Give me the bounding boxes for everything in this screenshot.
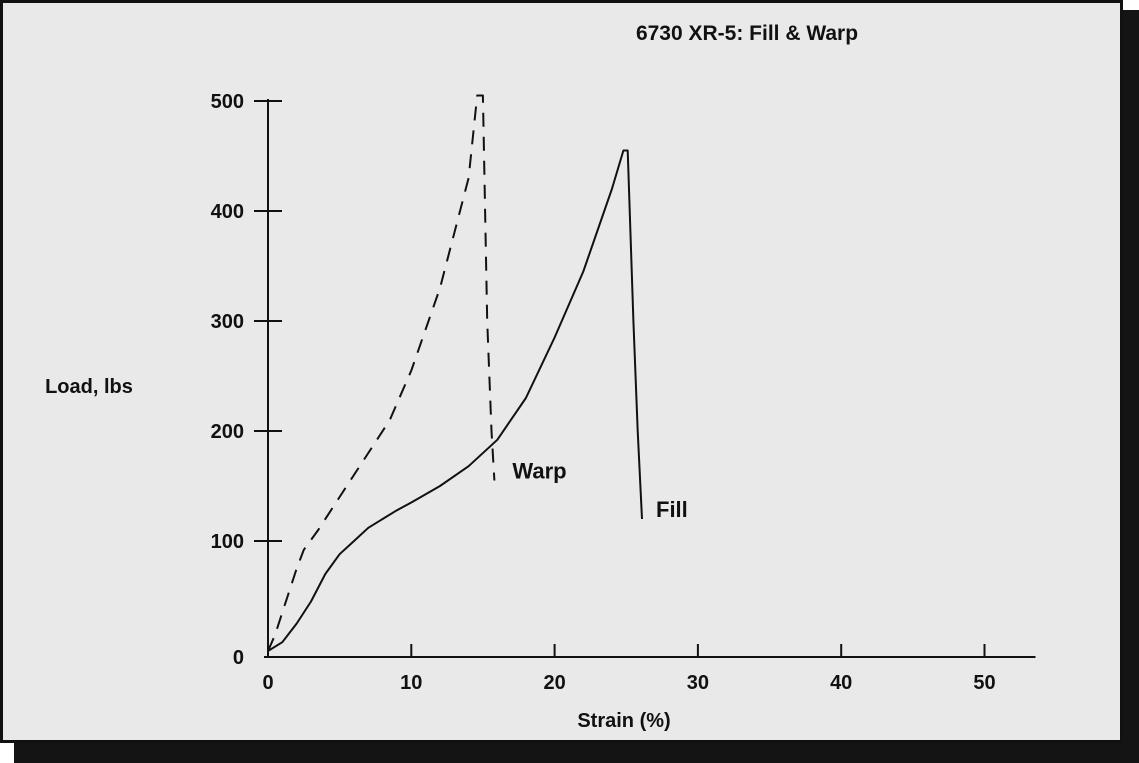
y-tick-label: 400	[211, 201, 244, 223]
y-ticks: 0 100 200 300 400 500	[211, 91, 282, 669]
y-tick-label: 100	[211, 531, 244, 553]
series-line-fill	[267, 149, 643, 652]
x-tick-label: 10	[400, 672, 422, 694]
y-tick-label: 0	[233, 647, 244, 669]
x-tick-label: 0	[262, 672, 273, 694]
y-tick-label: 500	[211, 91, 244, 113]
series-layer	[267, 94, 643, 652]
x-tick-label: 50	[973, 672, 995, 694]
chart-frame	[0, 0, 1123, 743]
x-tick-label: 40	[830, 672, 852, 694]
y-tick-label: 300	[211, 311, 244, 333]
x-tick-label: 20	[543, 672, 565, 694]
axes	[264, 99, 1036, 658]
y-tick-label: 200	[211, 421, 244, 443]
series-line-warp	[267, 94, 496, 652]
chart-title: 6730 XR-5: Fill & Warp	[636, 22, 858, 45]
x-tick-label: 30	[687, 672, 709, 694]
x-ticks: 0 10 20 30 40 50	[262, 644, 996, 694]
series-labels: Warp Fill	[512, 459, 687, 523]
y-axis-title: Load, lbs	[45, 376, 133, 398]
x-axis-title: Strain (%)	[577, 710, 670, 732]
series-label-fill: Fill	[656, 497, 688, 522]
series-label-warp: Warp	[512, 459, 566, 484]
